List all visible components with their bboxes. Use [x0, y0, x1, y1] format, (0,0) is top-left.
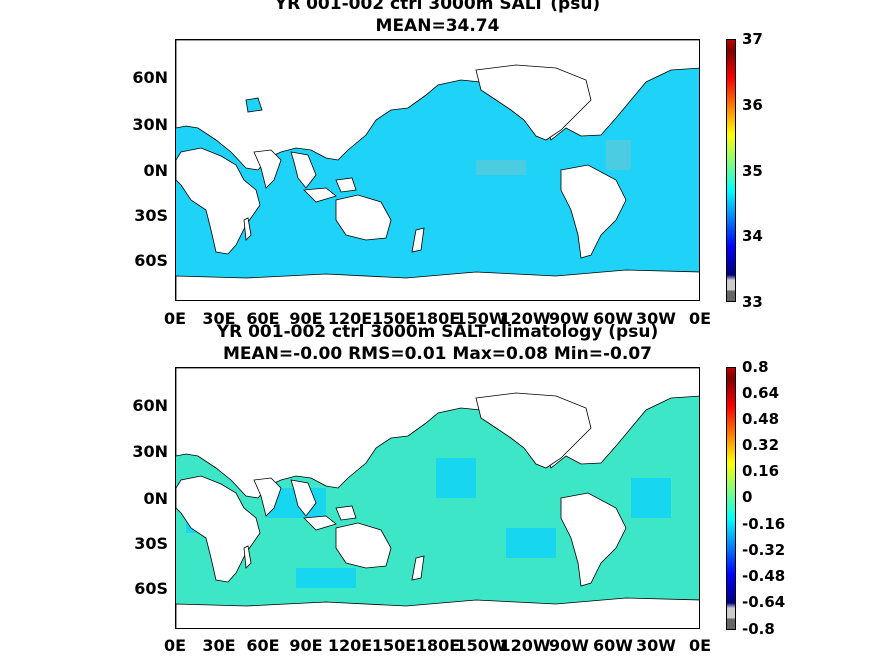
panel1-lat-label-30n: 30N: [132, 115, 168, 134]
panel2-lat-label-30n: 30N: [132, 442, 168, 461]
panel2-colorbar: [726, 367, 736, 630]
panel2-colorbar-label: 0.48: [742, 410, 780, 428]
panel1-colorbar-label: 35: [742, 162, 763, 180]
panel1-lon-label: 30W: [636, 309, 676, 328]
panel2-lon-label: 60E: [246, 636, 280, 655]
panel1-colorbar-label: 37: [742, 30, 763, 48]
panel2-subtitle: MEAN=-0.00 RMS=0.01 Max=0.08 Min=-0.07: [223, 344, 652, 364]
panel1-lat-label-30s: 30S: [134, 206, 168, 225]
panel2-land: [176, 368, 699, 628]
panel1-lon-label: 30E: [202, 309, 236, 328]
panel2-lon-label: 150E: [371, 636, 417, 655]
panel1-colorbar-label: 36: [742, 96, 763, 114]
panel1-lat-label-60n: 60N: [132, 68, 168, 87]
panel2-lon-label: 180E: [415, 636, 461, 655]
panel2-lon-label: 0E: [688, 636, 712, 655]
panel2-colorbar-label: 0.64: [742, 384, 780, 402]
panel1-colorbar-label: 33: [742, 293, 763, 311]
panel2-colorbar-label: -0.32: [742, 541, 786, 559]
panel1-title: YR 001-002 ctrl 3000m SALT (psu): [274, 0, 601, 14]
panel1-lon-label: 150W: [455, 309, 507, 328]
panel2-colorbar-label: 0.16: [742, 462, 780, 480]
panel2-colorbar-label: 0.8: [742, 358, 769, 376]
panel2-colorbar-label: -0.16: [742, 515, 786, 533]
panel1-lat-label-60s: 60S: [134, 251, 168, 270]
panel1-lon-label: 60W: [593, 309, 633, 328]
panel2-lat-label-0n: 0N: [143, 489, 168, 508]
panel2-colorbar-label: -0.48: [742, 567, 786, 585]
panel1-lon-label: 0E: [688, 309, 712, 328]
panel1-lon-label: 120E: [327, 309, 373, 328]
panel1-lon-label: 0E: [163, 309, 187, 328]
panel1-lon-label: 180E: [415, 309, 461, 328]
panel2-lon-label: 120W: [499, 636, 551, 655]
panel2-colorbar-label: -0.8: [742, 620, 775, 638]
panel2-map-svg: [176, 368, 699, 628]
panel1-colorbar: [726, 39, 736, 302]
panel1-lon-label: 120W: [499, 309, 551, 328]
panel1-lon-label: 60E: [246, 309, 280, 328]
panel1-lat-label-0n: 0N: [143, 161, 168, 180]
panel1-land: [176, 40, 699, 300]
panel2-lat-label-60s: 60S: [134, 579, 168, 598]
panel1-map-svg: [176, 40, 699, 300]
panel2-lon-label: 90W: [549, 636, 589, 655]
panel2-lon-label: 120E: [327, 636, 373, 655]
panel2-colorbar-label: -0.64: [742, 593, 786, 611]
panel2-lon-label: 150W: [455, 636, 507, 655]
panel1-lon-label: 90W: [549, 309, 589, 328]
panel1-colorbar-label: 34: [742, 227, 763, 245]
panel2-map: [175, 367, 700, 629]
panel1-lon-label: 90E: [289, 309, 323, 328]
panel2-lat-label-60n: 60N: [132, 396, 168, 415]
panel2-title: YR 001-002 ctrl 3000m SALT-climatology (…: [216, 322, 659, 342]
panel2-lon-label: 30E: [202, 636, 236, 655]
panel2-patches: [186, 458, 671, 588]
panel2-colorbar-label: 0.32: [742, 436, 780, 454]
panel2-lon-label: 60W: [593, 636, 633, 655]
panel1-map: [175, 39, 700, 301]
panel2-lat-label-30s: 30S: [134, 534, 168, 553]
panel2-lon-label: 30W: [636, 636, 676, 655]
panel1-subtitle: MEAN=34.74: [375, 16, 500, 36]
panel1-lon-label: 150E: [371, 309, 417, 328]
panel2-lon-label: 0E: [163, 636, 187, 655]
panel2-colorbar-label: 0: [742, 488, 753, 506]
panel2-lon-label: 90E: [289, 636, 323, 655]
